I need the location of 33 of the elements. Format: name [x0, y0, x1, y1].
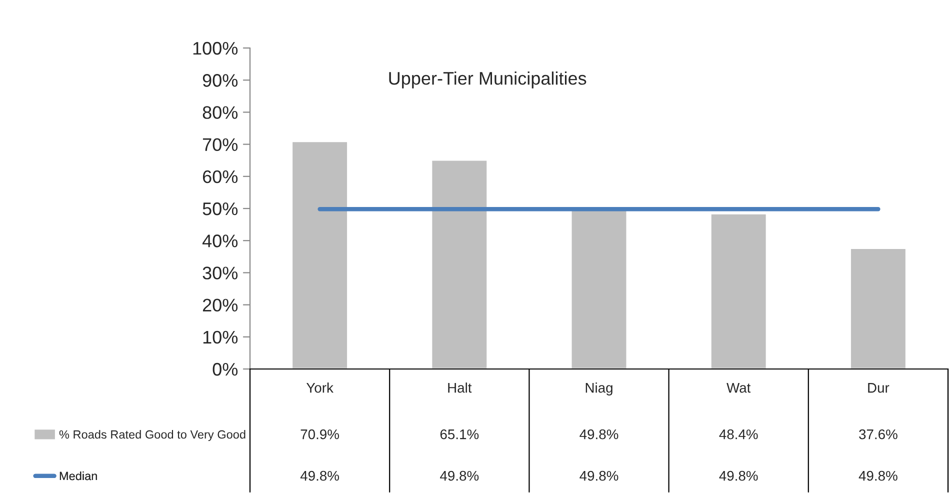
y-tick-label: 80%	[202, 106, 238, 119]
x-tick-label: Niag	[586, 382, 612, 396]
data-label: 65.1%	[440, 429, 479, 440]
bar	[291, 140, 348, 369]
x-tick-label: Wat	[726, 383, 751, 393]
bar	[850, 248, 907, 369]
y-tick-label: 90%	[202, 74, 238, 87]
x-tick-label: Dur	[868, 383, 890, 393]
data-label: 37.6%	[859, 429, 898, 440]
data-label: 49.8%	[858, 470, 898, 481]
text: Upper-Tier Municipalities	[389, 72, 586, 88]
data-label: 49.8%	[300, 470, 339, 481]
data-label: 48.4%	[719, 429, 758, 440]
y-tick-label: 0%	[212, 362, 238, 376]
data-label: 70.9%	[300, 429, 339, 440]
y-tick-label: 60%	[202, 170, 238, 184]
data-label: 49.8%	[440, 470, 479, 481]
y-tick-label: 10%	[203, 330, 238, 344]
y-tick-label: 40%	[202, 234, 238, 248]
data-label: 49.8%	[580, 429, 618, 440]
x-tick-label: York	[306, 382, 334, 393]
data-label: 49.8%	[719, 470, 758, 481]
y-tick-label: 50%	[202, 202, 238, 216]
legend-label: % Roads Rated Good to Very Good	[59, 430, 246, 442]
y-tick-label: 100%	[193, 42, 238, 55]
y-tick-label: 20%	[202, 298, 238, 312]
y-tick-label: 70%	[202, 138, 238, 152]
bar	[710, 212, 768, 369]
y-tick-label: 30%	[202, 266, 238, 280]
x-tick-label: Halt	[448, 382, 472, 393]
legend-label: Median	[60, 471, 97, 480]
data-label: 49.8%	[580, 470, 618, 481]
bar	[430, 159, 488, 369]
